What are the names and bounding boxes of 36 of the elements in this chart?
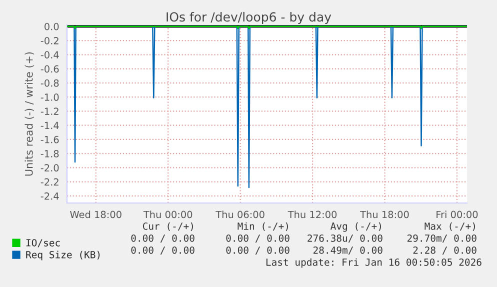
y-tick-label: -2.0 bbox=[40, 164, 59, 172]
y-tick-label: -1.2 bbox=[40, 108, 58, 115]
y-tick-label: -1.6 bbox=[40, 136, 59, 144]
y-tick-label: -1.8 bbox=[40, 150, 59, 158]
x-tick-label: Thu 12:00 bbox=[288, 210, 337, 218]
y-tick-label: -0.4 bbox=[40, 51, 59, 58]
chart-title: IOs for /dev/loop6 - by day bbox=[166, 12, 332, 24]
y-tick-label: -1.4 bbox=[40, 122, 59, 129]
text: 28.49m/ 0.00 bbox=[313, 246, 382, 255]
x-tick-label: Thu 06:00 bbox=[216, 210, 264, 218]
legend-label: IO/sec bbox=[26, 239, 60, 248]
x-tick-label: Fri 00:00 bbox=[436, 210, 478, 218]
text: 0.00 / 0.00 bbox=[131, 246, 194, 255]
text: 29.70m/ 0.00 bbox=[407, 234, 476, 243]
y-tick-label: -0.2 bbox=[40, 37, 58, 44]
text: 2.28 / 0.00 bbox=[413, 246, 476, 255]
text: 0.00 / 0.00 bbox=[226, 246, 290, 255]
y-tick-label: -0.6 bbox=[40, 65, 59, 73]
y-tick-label: -2.2 bbox=[40, 178, 58, 186]
y-tick-label: 0.0 bbox=[44, 22, 59, 30]
text: 0.00 / 0.00 bbox=[226, 234, 290, 243]
text: Last update: Fri Jan 16 00:50:05 2026 bbox=[266, 258, 482, 268]
text: 276.38u/ 0.00 bbox=[308, 234, 382, 243]
y-tick-label: -2.4 bbox=[40, 192, 59, 200]
x-tick-label: Wed 18:00 bbox=[70, 210, 122, 218]
x-tick-label: Thu 18:00 bbox=[360, 210, 409, 218]
text: 0.00 / 0.00 bbox=[131, 234, 194, 243]
text: Cur (-/+) bbox=[142, 222, 193, 231]
y-axis-title: Units read (-) / write (+) bbox=[24, 52, 34, 176]
y-tick-label: -1.0 bbox=[40, 94, 59, 101]
y-tick-label: -0.8 bbox=[40, 79, 59, 87]
text: Avg (-/+) bbox=[330, 222, 381, 232]
text: Max (-/+) bbox=[424, 222, 475, 231]
text: Min (-/+) bbox=[238, 222, 288, 231]
legend-label: Req Size (KB) bbox=[26, 250, 100, 260]
x-tick-label: Thu 00:00 bbox=[143, 210, 192, 218]
